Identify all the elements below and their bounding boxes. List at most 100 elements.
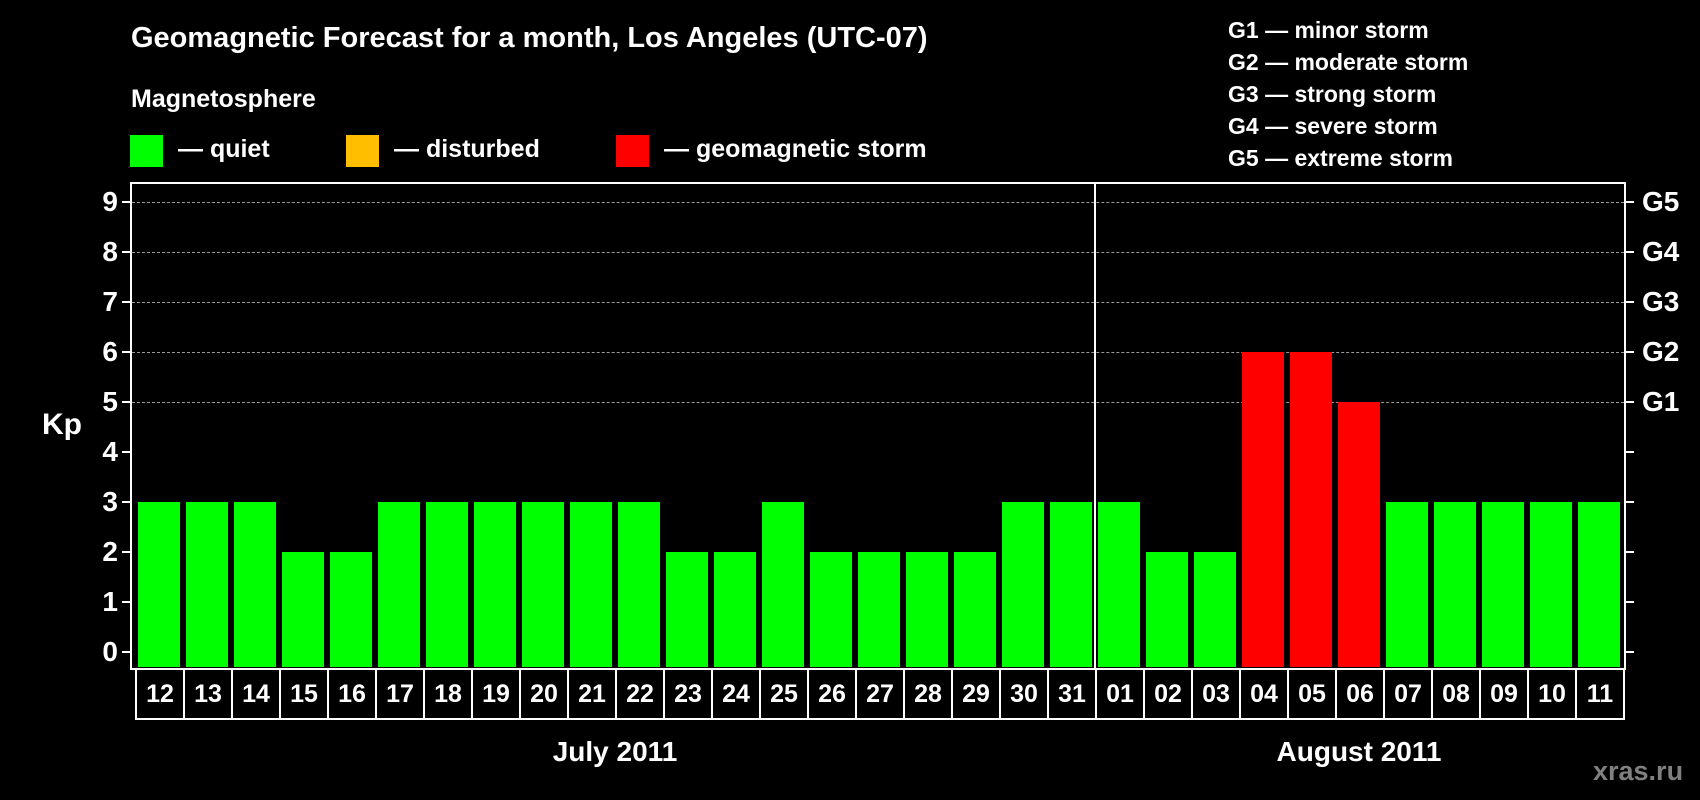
y-tick-label: 2 <box>102 536 118 567</box>
g-scale-label: G2 <box>1642 336 1680 367</box>
y-tick-right <box>1626 501 1634 503</box>
gridline <box>132 302 1624 303</box>
day-label: 01 <box>1097 670 1145 718</box>
bar-06 <box>1338 402 1380 667</box>
bar-27 <box>858 552 900 667</box>
bar-14 <box>234 502 276 667</box>
gridline <box>132 202 1624 203</box>
day-label: 23 <box>665 670 713 718</box>
day-label: 28 <box>905 670 953 718</box>
storm-scale-g4: G4 — severe storm <box>1228 113 1438 139</box>
storm-swatch-icon <box>616 135 649 167</box>
y-tick <box>122 601 130 603</box>
day-label: 16 <box>329 670 377 718</box>
bar-31 <box>1050 502 1092 667</box>
day-label: 15 <box>281 670 329 718</box>
y-tick <box>122 651 130 653</box>
storm-scale-legend: G1 — minor storm G2 — moderate storm G3 … <box>1228 14 1468 174</box>
legend-item-quiet: — quiet <box>130 135 270 167</box>
y-tick-right <box>1626 351 1634 353</box>
day-label: 03 <box>1193 670 1241 718</box>
y-tick-right <box>1626 551 1634 553</box>
day-label: 12 <box>137 670 185 718</box>
bar-05 <box>1290 352 1332 667</box>
bar-25 <box>762 502 804 667</box>
chart-title: Geomagnetic Forecast for a month, Los An… <box>131 22 928 54</box>
day-label: 13 <box>185 670 233 718</box>
y-tick-label: 6 <box>102 336 118 367</box>
y-tick-right <box>1626 301 1634 303</box>
bar-18 <box>426 502 468 667</box>
month-label-august: August 2011 <box>1276 736 1442 767</box>
bar-26 <box>810 552 852 667</box>
day-axis: 12 13 14 15 16 17 18 19 20 21 22 23 24 25 26 27 28 29 30 31… <box>135 668 1625 720</box>
legend-heading: Magnetosphere <box>131 85 316 113</box>
day-label: 31 <box>1049 670 1097 718</box>
storm-scale-g5: G5 — extreme storm <box>1228 145 1453 171</box>
storm-scale-g3: G3 — strong storm <box>1228 81 1437 107</box>
month-divider <box>1094 184 1096 668</box>
y-tick-right <box>1626 401 1634 403</box>
legend-label-storm: — geomagnetic storm <box>664 135 927 163</box>
watermark: xras.ru <box>1593 756 1684 786</box>
day-label: 20 <box>521 670 569 718</box>
bar-01 <box>1098 502 1140 667</box>
y-tick-right <box>1626 651 1634 653</box>
y-tick-label: 1 <box>102 586 118 617</box>
bar-24 <box>714 552 756 667</box>
g-scale-label: G3 <box>1642 286 1680 317</box>
bar-08 <box>1434 502 1476 667</box>
month-label-july: July 2011 <box>552 736 678 767</box>
bar-15 <box>282 552 324 667</box>
y-tick-label: 3 <box>102 486 118 517</box>
legend-item-disturbed: — disturbed <box>346 135 540 167</box>
day-label: 29 <box>953 670 1001 718</box>
legend-label-quiet: — quiet <box>178 135 270 163</box>
day-label: 02 <box>1145 670 1193 718</box>
y-tick <box>122 251 130 253</box>
bar-20 <box>522 502 564 667</box>
bar-11 <box>1578 502 1620 667</box>
y-tick-right <box>1626 451 1634 453</box>
bar-22 <box>618 502 660 667</box>
g-scale-label: G4 <box>1642 236 1680 267</box>
gridline <box>132 252 1624 253</box>
y-tick-label: 7 <box>102 286 118 317</box>
y-tick-right <box>1626 201 1634 203</box>
bar-21 <box>570 502 612 667</box>
bar-10 <box>1530 502 1572 667</box>
day-label: 09 <box>1481 670 1529 718</box>
y-tick <box>122 401 130 403</box>
bar-03 <box>1194 552 1236 667</box>
gridline <box>132 402 1624 403</box>
bar-04 <box>1242 352 1284 667</box>
day-label: 24 <box>713 670 761 718</box>
day-label: 04 <box>1241 670 1289 718</box>
day-label: 22 <box>617 670 665 718</box>
bar-29 <box>954 552 996 667</box>
day-label: 11 <box>1577 670 1625 718</box>
storm-scale-g2: G2 — moderate storm <box>1228 49 1469 75</box>
y-tick-right <box>1626 601 1634 603</box>
y-axis-label: Kp <box>42 408 82 441</box>
y-tick-label: 0 <box>102 636 118 667</box>
y-tick-label: 5 <box>102 386 118 417</box>
y-tick <box>122 501 130 503</box>
legend-label-disturbed: — disturbed <box>394 135 540 163</box>
day-label: 10 <box>1529 670 1577 718</box>
bar-16 <box>330 552 372 667</box>
y-tick <box>122 201 130 203</box>
y-tick <box>122 351 130 353</box>
bar-07 <box>1386 502 1428 667</box>
bar-09 <box>1482 502 1524 667</box>
storm-scale-g1: G1 — minor storm <box>1228 17 1429 43</box>
bar-28 <box>906 552 948 667</box>
day-label: 07 <box>1385 670 1433 718</box>
day-label: 19 <box>473 670 521 718</box>
bar-23 <box>666 552 708 667</box>
y-tick-label: 8 <box>102 236 118 267</box>
bar-17 <box>378 502 420 667</box>
g-scale-label: G1 <box>1642 386 1680 417</box>
y-tick-label: 9 <box>102 186 118 217</box>
day-label: 05 <box>1289 670 1337 718</box>
